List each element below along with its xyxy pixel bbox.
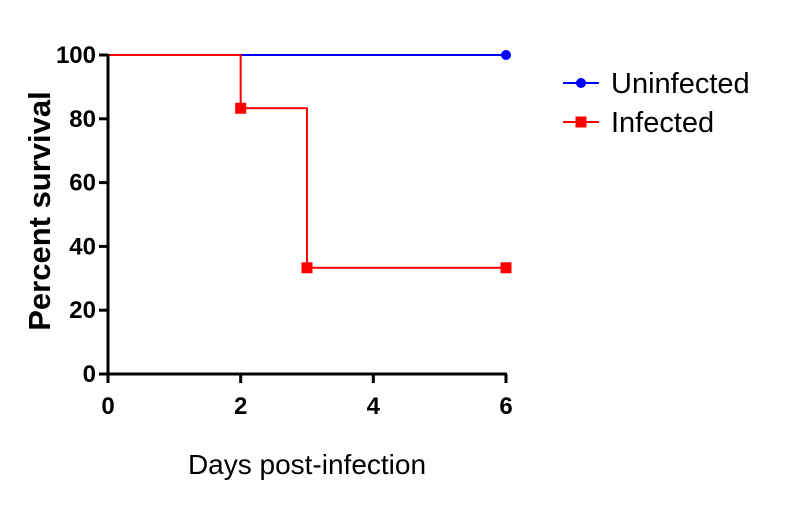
infected-line bbox=[108, 54, 506, 269]
legend-uninfected-marker bbox=[576, 78, 586, 88]
axes-layer bbox=[106, 54, 507, 376]
ticks-layer: 0 20 40 60 80 100 0 2 4 6 bbox=[56, 42, 513, 420]
x-tick-label: 6 bbox=[499, 393, 512, 420]
x-tick-label: 2 bbox=[234, 393, 247, 420]
y-tick-label: 0 bbox=[83, 361, 96, 388]
y-axis-title: Percent survival bbox=[22, 91, 57, 331]
infected-point bbox=[301, 262, 313, 274]
y-tick-label: 20 bbox=[69, 297, 96, 324]
legend-uninfected-label: Uninfected bbox=[611, 68, 750, 100]
uninfected-point bbox=[501, 50, 511, 60]
infected-point bbox=[235, 102, 247, 114]
legend-infected-marker bbox=[575, 116, 587, 128]
x-tick-label: 0 bbox=[101, 393, 114, 420]
x-axis-title: Days post-infection bbox=[188, 449, 426, 480]
legend-infected-label: Infected bbox=[611, 107, 714, 139]
y-tick-label: 100 bbox=[56, 42, 96, 69]
x-tick-label: 4 bbox=[367, 393, 381, 420]
y-tick-label: 40 bbox=[69, 233, 96, 260]
y-tick-label: 60 bbox=[69, 170, 96, 197]
y-tick-label: 80 bbox=[69, 106, 96, 133]
series-layer bbox=[108, 50, 512, 274]
legend: Uninfected Infected bbox=[563, 68, 750, 139]
infected-point bbox=[500, 262, 512, 274]
